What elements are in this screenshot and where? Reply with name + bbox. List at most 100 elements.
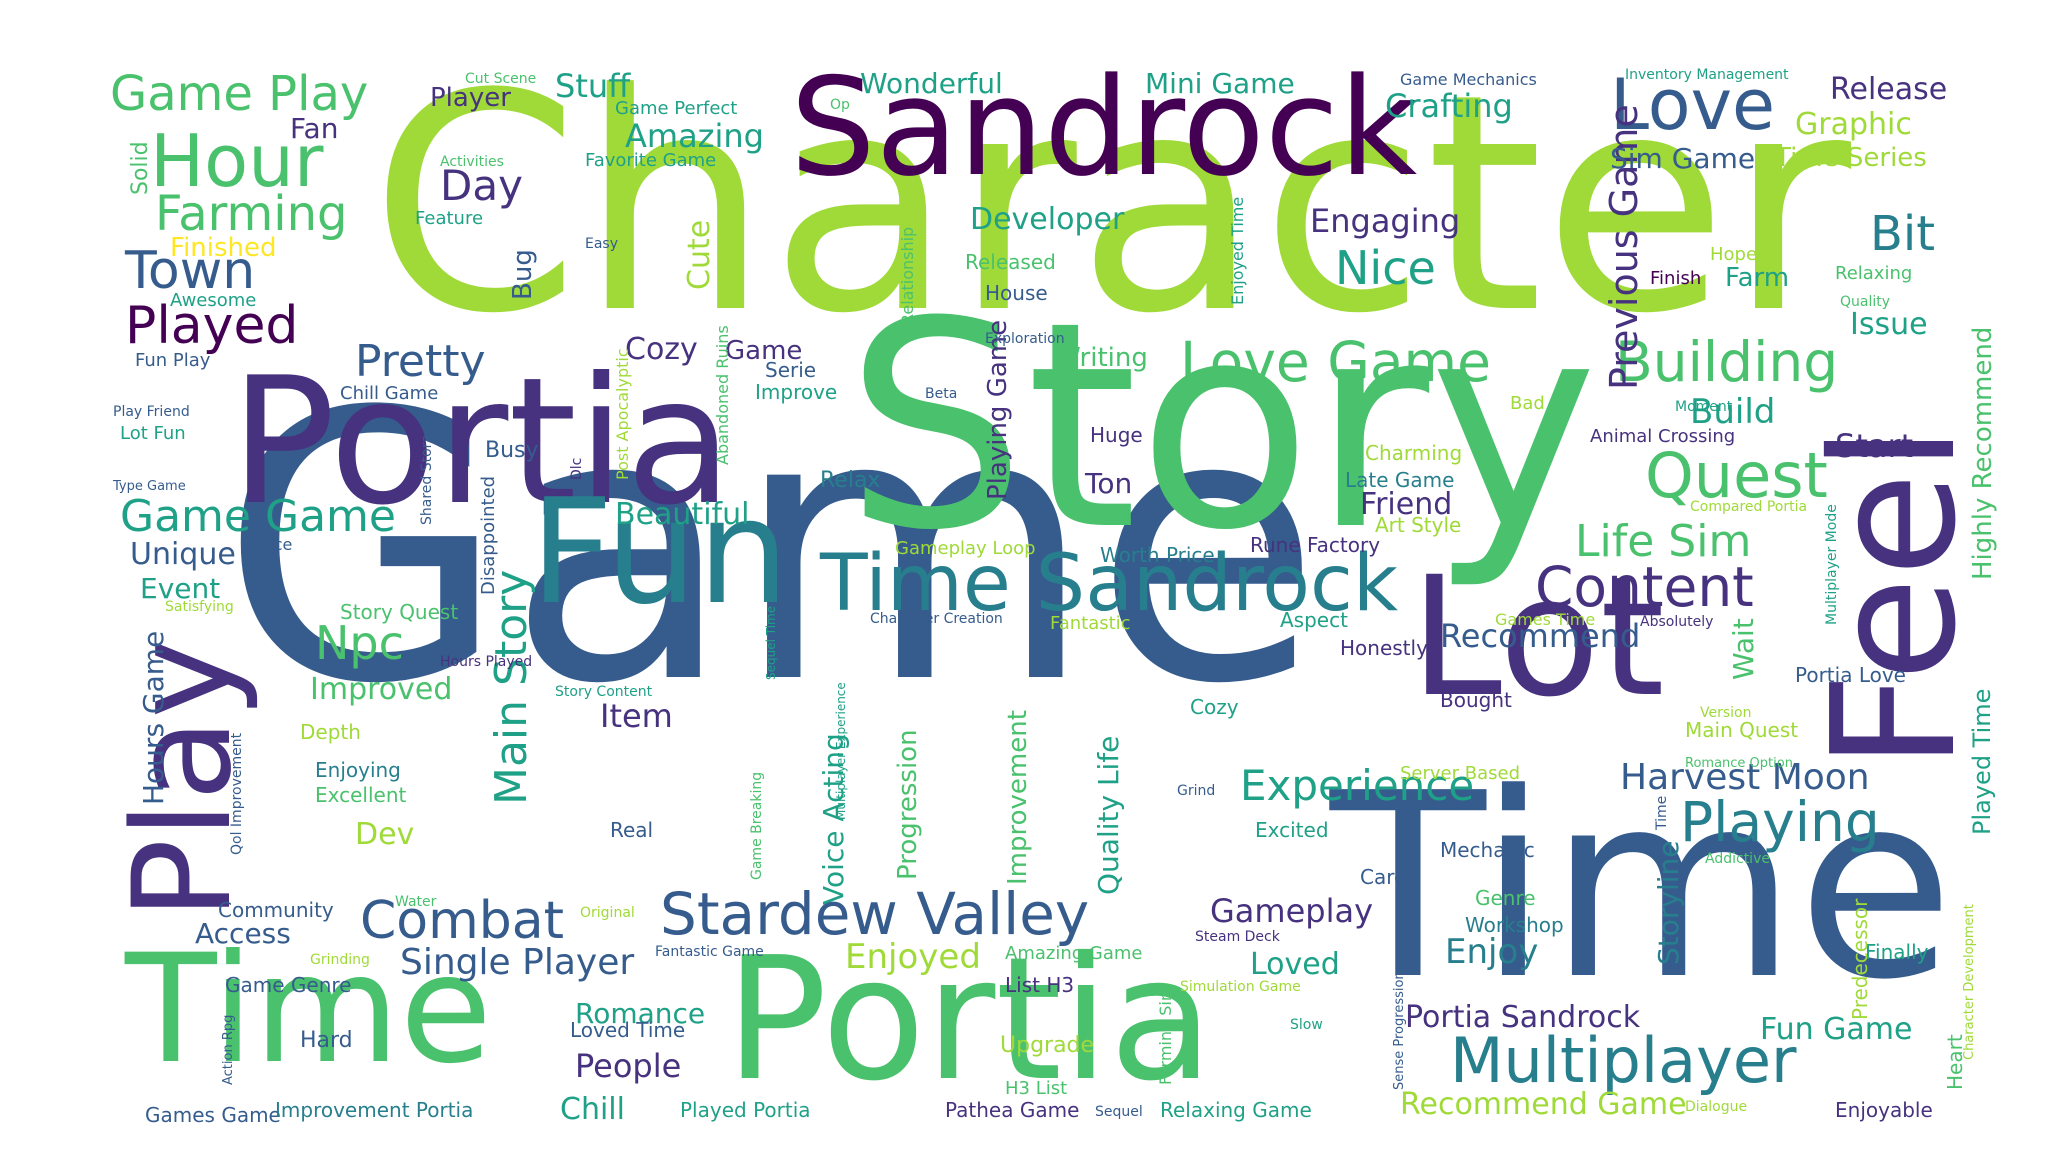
cloud-word: Rune Factory: [1250, 533, 1381, 557]
cloud-word: Improvement: [1003, 710, 1033, 885]
cloud-word: Time Series: [1775, 143, 1927, 173]
cloud-word: Genre: [1475, 886, 1536, 910]
cloud-word: Bad: [1510, 393, 1545, 414]
cloud-word: List H3: [1005, 973, 1075, 997]
cloud-word: Day: [440, 161, 523, 210]
cloud-word: Grind: [1177, 783, 1216, 799]
cloud-word: Real: [610, 818, 654, 842]
cloud-word: Predecessor: [1848, 898, 1872, 1020]
cloud-word: Event: [140, 572, 221, 605]
cloud-word: Hours Game: [137, 630, 170, 805]
cloud-word: Farming Sim: [1156, 985, 1175, 1085]
cloud-word: Play Friend: [113, 404, 190, 420]
cloud-word: Relaxing: [1835, 263, 1913, 284]
cloud-word: Game Game: [120, 491, 396, 542]
cloud-word: Mechanic: [1440, 838, 1535, 862]
cloud-word: Ton: [1085, 467, 1133, 500]
cloud-word: Activities: [440, 154, 504, 170]
cloud-word: Love: [1610, 64, 1776, 146]
cloud-word: Game Play: [110, 66, 369, 122]
cloud-word: Game Breaking: [749, 771, 765, 880]
cloud-word: Fantastic Game: [655, 944, 764, 960]
cloud-word: Art Style: [1375, 513, 1462, 537]
cloud-word: Sense Progression: [1392, 971, 1407, 1090]
cloud-word: Start: [1835, 427, 1914, 465]
cloud-word: Stuff: [555, 67, 631, 105]
cloud-word: Inventory Management: [1625, 67, 1789, 83]
cloud-word: Npc: [315, 616, 404, 670]
cloud-word: Relationship: [898, 226, 917, 325]
cloud-word: Game Perfect: [615, 98, 738, 119]
cloud-word: Graphic: [1795, 107, 1912, 142]
cloud-word: Improved: [310, 672, 453, 707]
cloud-word: Access: [195, 917, 291, 950]
cloud-word: Portia Sandrock: [1405, 1000, 1641, 1035]
cloud-word: Nice: [1335, 241, 1436, 295]
cloud-word: Dlc: [569, 457, 585, 480]
cloud-word: Character: [370, 30, 1852, 379]
cloud-word: Abandoned Ruins: [713, 325, 732, 465]
cloud-word: Loved Time: [570, 1018, 686, 1042]
cloud-word: Cute: [682, 219, 717, 290]
cloud-word: Honestly: [1340, 636, 1428, 660]
cloud-word: Finally: [1865, 940, 1929, 964]
cloud-word: Dev: [355, 817, 415, 852]
cloud-word: Portia Love: [1795, 663, 1906, 687]
cloud-word: Issue: [1850, 307, 1928, 342]
cloud-word: Huge: [1090, 423, 1143, 447]
cloud-word: Played Time: [1968, 688, 1996, 835]
cloud-word: Lot Fun: [120, 423, 186, 444]
cloud-word: H3 List: [1005, 1078, 1068, 1099]
cloud-word: Wait: [1727, 618, 1760, 680]
cloud-word: Addictive: [1705, 851, 1770, 867]
cloud-word: Enjoy: [1445, 932, 1539, 972]
cloud-word: Wonderful: [860, 67, 1003, 100]
cloud-word: Item: [600, 697, 673, 735]
cloud-word: Op: [830, 97, 850, 113]
cloud-word: Beta: [925, 386, 958, 402]
cloud-word: Grinding: [310, 952, 370, 968]
cloud-word: Friend: [1360, 487, 1453, 522]
cloud-word: Original: [580, 905, 635, 921]
cloud-word: Combat: [360, 891, 565, 951]
cloud-word: Time: [1654, 795, 1670, 830]
cloud-word: Bug: [508, 249, 538, 300]
cloud-word: Improve: [755, 380, 838, 404]
cloud-word: Fan: [290, 112, 339, 145]
cloud-word: Water: [395, 894, 437, 910]
cloud-word: Experience: [1240, 761, 1475, 810]
cloud-word: Aspect: [1280, 608, 1348, 632]
cloud-word: Main Story: [486, 569, 537, 805]
cloud-word: Building: [1615, 330, 1839, 394]
cloud-word: Story: [845, 261, 1598, 593]
cloud-word: Excellent: [315, 783, 407, 807]
cloud-word: Time: [1330, 739, 1955, 1036]
cloud-word: Sequel: [1095, 1104, 1143, 1120]
cloud-word: Dialogue: [1685, 1099, 1748, 1115]
cloud-word: Quest: [1645, 439, 1828, 512]
cloud-word: Enjoyed Time: [1228, 196, 1247, 305]
cloud-word: Game Mechanics: [1400, 70, 1537, 89]
cloud-word: Finished: [170, 233, 277, 263]
cloud-word: Lot: [1410, 541, 1665, 733]
cloud-word: Content: [1535, 555, 1754, 619]
cloud-word: Feature: [415, 208, 484, 229]
cloud-word: Gameplay: [1210, 892, 1374, 930]
cloud-word: Multiplayer Mode: [1824, 504, 1840, 625]
cloud-word: Enjoyable: [1835, 1098, 1933, 1122]
cloud-word: Quality: [1840, 294, 1891, 310]
cloud-word: Crafting: [1385, 87, 1513, 125]
cloud-word: People: [575, 1047, 682, 1085]
cloud-word: Compared Portia: [1690, 499, 1808, 515]
cloud-word: Sequel Time: [764, 605, 778, 680]
cloud-word: Disappointed: [478, 475, 499, 595]
cloud-word: Workshop: [1465, 913, 1564, 937]
cloud-word: Build: [1690, 392, 1776, 432]
cloud-word: Time: [125, 923, 493, 1097]
cloud-word: Hard: [300, 1028, 353, 1053]
cloud-word: Storyline: [1652, 840, 1685, 966]
cloud-word: Slow: [1290, 1017, 1323, 1033]
cloud-word: Fun Play: [135, 350, 211, 371]
cloud-word: Pace: [255, 535, 293, 554]
cloud-word: Relaxing Game: [1160, 1098, 1312, 1122]
